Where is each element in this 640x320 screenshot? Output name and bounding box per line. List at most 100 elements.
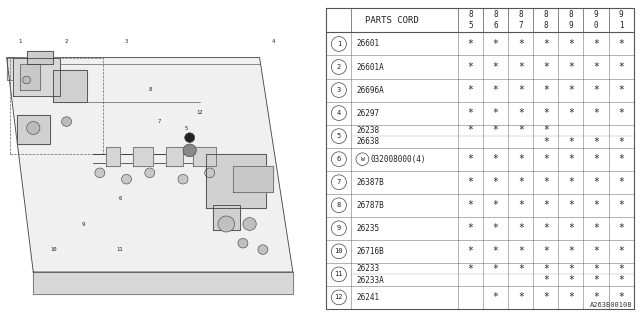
Text: 26387B: 26387B <box>356 178 384 187</box>
Circle shape <box>243 218 256 230</box>
Text: 6: 6 <box>118 196 122 201</box>
Text: *: * <box>618 154 624 164</box>
Text: *: * <box>618 292 624 302</box>
Circle shape <box>122 174 131 184</box>
Text: *: * <box>518 154 524 164</box>
Text: *: * <box>568 292 574 302</box>
Circle shape <box>332 129 346 143</box>
Text: 26233A: 26233A <box>356 276 384 284</box>
Text: PARTS CORD: PARTS CORD <box>365 16 419 25</box>
Text: *: * <box>493 177 499 187</box>
Text: *: * <box>618 108 624 118</box>
Text: *: * <box>518 39 524 49</box>
Text: *: * <box>543 154 548 164</box>
Circle shape <box>332 106 346 120</box>
Text: *: * <box>593 275 599 285</box>
Circle shape <box>178 174 188 184</box>
Circle shape <box>258 245 268 254</box>
Polygon shape <box>326 263 634 286</box>
Text: *: * <box>593 39 599 49</box>
Text: 4: 4 <box>337 110 341 116</box>
Text: *: * <box>468 223 474 233</box>
Polygon shape <box>326 171 634 194</box>
Text: 8: 8 <box>148 87 152 92</box>
Circle shape <box>27 122 40 134</box>
Circle shape <box>332 152 346 166</box>
Text: *: * <box>543 125 548 135</box>
Text: W: W <box>360 157 364 162</box>
Text: *: * <box>468 39 474 49</box>
Text: *: * <box>543 264 548 274</box>
Circle shape <box>145 168 155 178</box>
Polygon shape <box>326 101 634 124</box>
Text: 11: 11 <box>116 247 123 252</box>
Polygon shape <box>53 70 86 102</box>
Polygon shape <box>33 272 293 294</box>
Text: 7: 7 <box>337 179 341 185</box>
Polygon shape <box>326 8 634 32</box>
Text: 1: 1 <box>337 41 341 47</box>
Text: *: * <box>618 85 624 95</box>
Text: 12: 12 <box>335 294 343 300</box>
Text: *: * <box>468 108 474 118</box>
Polygon shape <box>133 147 153 166</box>
Polygon shape <box>326 55 634 78</box>
Text: *: * <box>568 108 574 118</box>
Circle shape <box>332 290 346 305</box>
Text: *: * <box>518 292 524 302</box>
Circle shape <box>356 153 369 165</box>
Text: *: * <box>593 177 599 187</box>
Text: 2: 2 <box>65 39 68 44</box>
Circle shape <box>22 76 31 84</box>
Text: 10: 10 <box>335 248 343 254</box>
Text: *: * <box>593 137 599 147</box>
Bar <box>10 58 103 154</box>
Text: 26235: 26235 <box>356 224 380 233</box>
Text: *: * <box>568 85 574 95</box>
Circle shape <box>332 36 346 51</box>
Text: *: * <box>568 62 574 72</box>
Text: *: * <box>568 200 574 210</box>
Text: 26601: 26601 <box>356 39 380 48</box>
Text: *: * <box>618 246 624 256</box>
Text: 10: 10 <box>50 247 56 252</box>
Text: 8: 8 <box>468 10 473 19</box>
Text: *: * <box>468 200 474 210</box>
Circle shape <box>332 60 346 74</box>
Circle shape <box>61 117 72 126</box>
Circle shape <box>205 168 214 178</box>
Text: *: * <box>568 154 574 164</box>
Text: *: * <box>468 264 474 274</box>
Polygon shape <box>326 124 634 148</box>
Text: *: * <box>493 39 499 49</box>
Text: *: * <box>518 246 524 256</box>
Circle shape <box>332 244 346 259</box>
Text: 26297: 26297 <box>356 108 380 117</box>
Polygon shape <box>326 148 634 171</box>
Polygon shape <box>27 51 53 64</box>
Text: 3: 3 <box>125 39 128 44</box>
Text: *: * <box>543 200 548 210</box>
Text: *: * <box>468 62 474 72</box>
Text: *: * <box>543 85 548 95</box>
Text: *: * <box>618 264 624 274</box>
Text: 5: 5 <box>185 125 188 131</box>
Text: 8: 8 <box>568 10 573 19</box>
Text: 3: 3 <box>337 87 341 93</box>
Circle shape <box>238 238 248 248</box>
Text: *: * <box>593 264 599 274</box>
Text: 9: 9 <box>619 10 623 19</box>
Text: *: * <box>568 246 574 256</box>
Text: *: * <box>618 39 624 49</box>
Text: *: * <box>593 292 599 302</box>
Text: 9: 9 <box>568 21 573 30</box>
Text: *: * <box>493 223 499 233</box>
Polygon shape <box>326 217 634 240</box>
Text: 032008000(4): 032008000(4) <box>371 155 426 164</box>
Text: *: * <box>618 200 624 210</box>
Text: *: * <box>568 177 574 187</box>
Text: *: * <box>518 264 524 274</box>
Text: 9: 9 <box>81 221 85 227</box>
Polygon shape <box>17 115 50 144</box>
Text: *: * <box>593 200 599 210</box>
